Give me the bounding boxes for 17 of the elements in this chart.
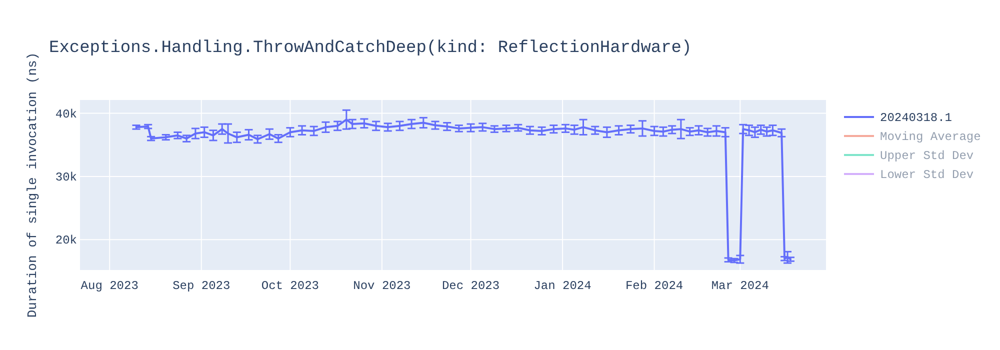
x-tick-label: Oct 2023: [261, 279, 319, 293]
y-axis-title: Duration of single invocation (ns): [25, 52, 40, 318]
y-tick-label: 30k: [55, 170, 77, 184]
legend-label: Upper Std Dev: [880, 149, 974, 163]
x-tick-label: Jan 2024: [534, 279, 592, 293]
chart-title: Exceptions.Handling.ThrowAndCatchDeep(kind: ReflectionHardware): [49, 39, 692, 58]
x-tick-label: Feb 2024: [625, 279, 684, 293]
x-tick-label: Mar 2024: [711, 279, 769, 293]
x-tick-label: Sep 2023: [172, 279, 230, 293]
x-tick-label: Nov 2023: [353, 279, 411, 293]
x-tick-label: Dec 2023: [442, 279, 500, 293]
legend-label: Lower Std Dev: [880, 168, 974, 182]
y-tick-label: 40k: [55, 107, 77, 122]
y-tick-label: 20k: [55, 234, 77, 248]
x-tick-label: Aug 2023: [80, 279, 138, 293]
legend-label: 20240318.1: [880, 111, 952, 125]
legend-label: Moving Average: [880, 130, 981, 144]
